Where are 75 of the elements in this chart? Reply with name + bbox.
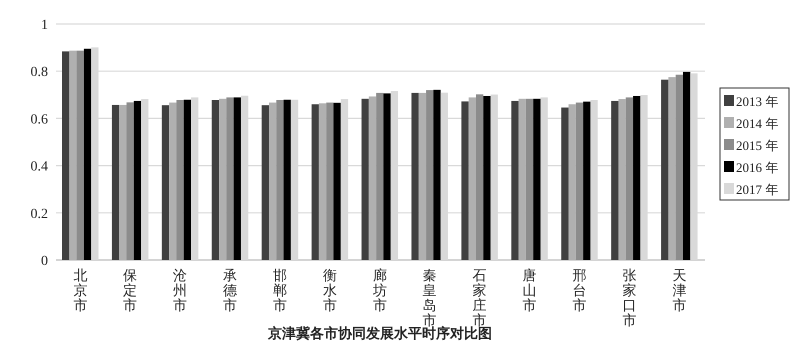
x-tick-label: 邢台市 xyxy=(572,268,586,314)
bar xyxy=(611,100,618,260)
bar xyxy=(618,99,626,260)
y-tick-label: 0.4 xyxy=(30,160,48,175)
bar xyxy=(69,50,77,260)
bar xyxy=(661,80,668,260)
bar xyxy=(126,102,134,260)
legend-label: 2015 年 xyxy=(736,138,778,153)
legend-label: 2013 年 xyxy=(736,94,778,109)
x-tick-label: 北京市 xyxy=(73,268,88,314)
bar xyxy=(411,92,419,260)
x-tick-label: 邯郸市 xyxy=(272,268,287,314)
bar xyxy=(418,92,426,260)
bar xyxy=(162,105,170,260)
x-tick-label: 沧州市 xyxy=(173,268,188,314)
bar xyxy=(176,100,184,260)
bar xyxy=(526,98,534,260)
bar xyxy=(533,98,541,260)
x-tick-label: 廊坊市 xyxy=(372,268,387,314)
bar xyxy=(561,108,569,260)
bar xyxy=(312,104,319,260)
bar xyxy=(468,97,476,260)
bar xyxy=(326,102,334,260)
x-tick-label: 保定市 xyxy=(123,268,138,314)
y-tick-label: 1 xyxy=(41,18,48,33)
y-tick-label: 0.8 xyxy=(30,65,48,80)
x-tick-label: 衡水市 xyxy=(322,268,337,314)
y-tick-label: 0 xyxy=(41,254,48,269)
bar xyxy=(376,92,384,260)
y-tick-label: 0.2 xyxy=(30,206,48,222)
bar xyxy=(184,100,192,260)
bar xyxy=(219,98,226,260)
bar xyxy=(511,100,519,260)
x-tick-label: 张家口市 xyxy=(622,268,636,329)
bar xyxy=(134,100,142,260)
x-tick-label: 天津市 xyxy=(672,268,686,314)
bar xyxy=(76,50,84,260)
bar xyxy=(583,102,590,260)
bar xyxy=(234,97,241,260)
bar xyxy=(568,104,576,260)
legend-label: 2014 年 xyxy=(736,116,778,131)
bar xyxy=(626,97,634,260)
bar xyxy=(576,102,584,260)
bar xyxy=(633,96,640,260)
bar xyxy=(62,51,70,260)
x-tick-label: 承德市 xyxy=(223,268,238,314)
bar xyxy=(368,96,376,260)
bar xyxy=(483,96,491,260)
bar xyxy=(334,102,341,260)
bar xyxy=(518,98,526,260)
bar xyxy=(112,104,120,260)
bar xyxy=(476,94,484,260)
bar xyxy=(362,98,369,260)
bar xyxy=(461,101,469,260)
bar xyxy=(433,90,441,260)
bar xyxy=(226,97,234,260)
bar xyxy=(262,105,269,260)
text: 京津冀各市协同发展水平时序对比图 xyxy=(267,325,492,342)
bar xyxy=(119,104,127,260)
x-tick-label: 唐山市 xyxy=(522,268,537,314)
bar xyxy=(426,90,434,260)
legend-label: 2017 年 xyxy=(736,182,778,197)
bar xyxy=(318,103,326,260)
bar xyxy=(84,48,92,260)
bar xyxy=(212,100,220,260)
bar xyxy=(668,77,676,260)
bar xyxy=(276,100,284,260)
bar xyxy=(383,93,391,260)
bar xyxy=(676,74,683,260)
bar xyxy=(284,100,291,260)
bar xyxy=(268,102,276,260)
bar xyxy=(682,72,690,260)
y-tick-label: 0.6 xyxy=(30,112,48,128)
bar xyxy=(169,102,176,260)
legend-label: 2016 年 xyxy=(736,160,778,175)
